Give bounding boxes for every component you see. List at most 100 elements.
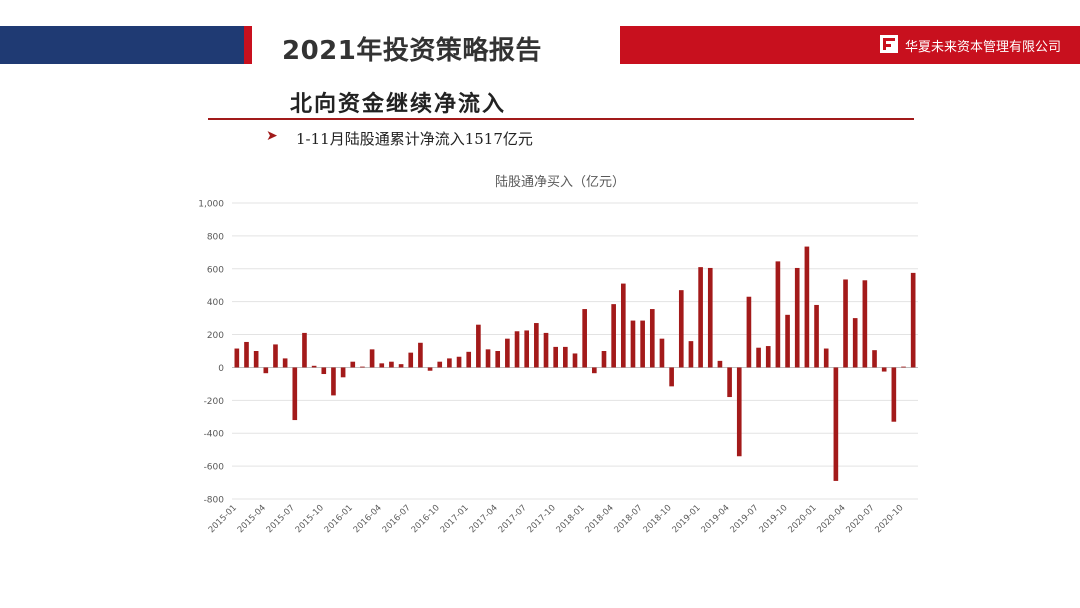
bar-2018-02 <box>592 367 597 374</box>
bar-2016-02 <box>360 366 365 368</box>
bar-2015-01 <box>234 348 240 368</box>
bar-2020-11 <box>910 272 916 368</box>
x-tick-label: 2017-01 <box>439 503 471 535</box>
y-tick-label: -200 <box>204 397 225 407</box>
x-tick-label: 2016-07 <box>381 503 413 535</box>
bar-2017-04 <box>495 351 501 368</box>
x-tick-label: 2019-04 <box>700 503 732 535</box>
header-navy-band <box>0 26 250 64</box>
x-tick-label: 2018-10 <box>642 503 674 535</box>
bar-2020-02 <box>823 348 829 368</box>
bar-2018-10 <box>669 367 674 387</box>
bar-2018-12 <box>688 341 694 368</box>
x-tick-label: 2018-04 <box>584 503 616 535</box>
bar-2015-07 <box>292 367 298 421</box>
bar-2018-04 <box>611 304 616 368</box>
bar-2016-11 <box>447 358 452 368</box>
y-axis: -800 -600 -400 -200 0 200 400 600 800 1,000 <box>198 200 224 506</box>
y-tick-label: 600 <box>207 265 224 275</box>
x-tick-label: 2020-10 <box>873 503 905 535</box>
bar-2019-05 <box>736 367 742 457</box>
bar-2017-01 <box>466 351 472 368</box>
x-tick-label: 2017-04 <box>468 503 500 535</box>
y-tick-label: -400 <box>204 430 225 440</box>
header-red-band <box>620 26 1080 64</box>
x-tick-label: 2016-01 <box>323 503 355 535</box>
header-red-accent <box>244 26 252 64</box>
x-tick-label: 2017-07 <box>497 503 529 535</box>
bar-2019-11 <box>794 267 800 368</box>
y-tick-label: 800 <box>207 232 224 242</box>
bar-2016-10 <box>437 361 443 368</box>
x-tick-label: 2015-01 <box>207 503 239 535</box>
bar-2017-12 <box>572 353 578 368</box>
bar-2018-06 <box>630 320 636 368</box>
x-tick-label: 2018-01 <box>555 503 587 535</box>
bar-2020-10 <box>901 366 906 368</box>
bar-2019-02 <box>707 267 713 368</box>
bar-2020-01 <box>814 304 819 368</box>
bar-2019-03 <box>717 360 723 368</box>
bar-2020-09 <box>891 367 897 422</box>
x-tick-label: 2015-10 <box>294 503 326 535</box>
chart-gridlines <box>232 202 918 500</box>
bar-2020-03 <box>833 367 839 481</box>
bar-2016-08 <box>418 342 423 368</box>
x-tick-label: 2020-07 <box>844 503 876 535</box>
bar-2017-11 <box>563 346 568 368</box>
bar-2016-03 <box>369 349 375 368</box>
bar-2019-10 <box>785 314 790 368</box>
bar-2015-11 <box>331 367 336 396</box>
bullet-text: 1-11月陆股通累计净流入1517亿元 <box>296 130 533 148</box>
y-tick-label: 400 <box>207 298 224 308</box>
bar-2018-05 <box>620 283 626 368</box>
x-axis: 2015-012015-042015-072015-102016-012016-… <box>207 503 906 535</box>
bar-2015-10 <box>321 367 327 375</box>
company-logo-icon <box>880 35 898 53</box>
bar-2017-09 <box>543 332 549 368</box>
x-tick-label: 2017-10 <box>526 503 558 535</box>
bar-2019-01 <box>698 267 703 368</box>
bar-2018-03 <box>601 351 607 368</box>
x-tick-label: 2019-01 <box>671 503 703 535</box>
bar-2016-05 <box>389 361 394 368</box>
bar-2017-02 <box>476 324 481 368</box>
bar-2016-12 <box>456 356 462 368</box>
bar-2019-06 <box>746 296 752 368</box>
bar-2020-08 <box>881 367 887 372</box>
bar-2016-04 <box>379 363 385 368</box>
bar-2020-06 <box>862 280 868 368</box>
bar-2015-06 <box>282 358 288 368</box>
bar-2017-07 <box>524 330 530 368</box>
arrow-bullet-icon: ➤ <box>266 128 278 144</box>
bar-2015-08 <box>302 332 307 368</box>
bar-2016-09 <box>427 367 433 371</box>
bar-2019-04 <box>727 367 732 398</box>
bar-2019-12 <box>804 246 810 368</box>
y-tick-label: 200 <box>207 331 224 341</box>
bar-2015-02 <box>244 341 249 368</box>
bar-2017-10 <box>553 346 558 368</box>
bar-2015-05 <box>273 344 278 368</box>
bar-2015-12 <box>340 367 346 378</box>
bar-2016-07 <box>408 352 414 368</box>
bar-2019-09 <box>775 261 781 368</box>
bar-2018-07 <box>640 320 645 368</box>
x-tick-label: 2020-04 <box>815 503 847 535</box>
bar-2017-08 <box>534 323 539 368</box>
x-tick-label: 2020-01 <box>786 503 818 535</box>
bar-2020-05 <box>852 318 858 368</box>
x-tick-label: 2019-10 <box>758 503 790 535</box>
bar-2019-07 <box>756 347 761 368</box>
bar-2017-05 <box>505 338 510 368</box>
bar-2020-04 <box>843 279 848 368</box>
bar-2016-06 <box>398 364 404 368</box>
bar-2020-07 <box>872 350 877 368</box>
x-tick-label: 2018-07 <box>613 503 645 535</box>
bar-2018-08 <box>649 309 655 368</box>
bar-2018-01 <box>582 309 587 368</box>
bar-2017-03 <box>485 349 491 368</box>
x-tick-label: 2016-04 <box>352 503 384 535</box>
bar-2018-09 <box>659 338 665 368</box>
bar-2015-09 <box>311 365 317 368</box>
